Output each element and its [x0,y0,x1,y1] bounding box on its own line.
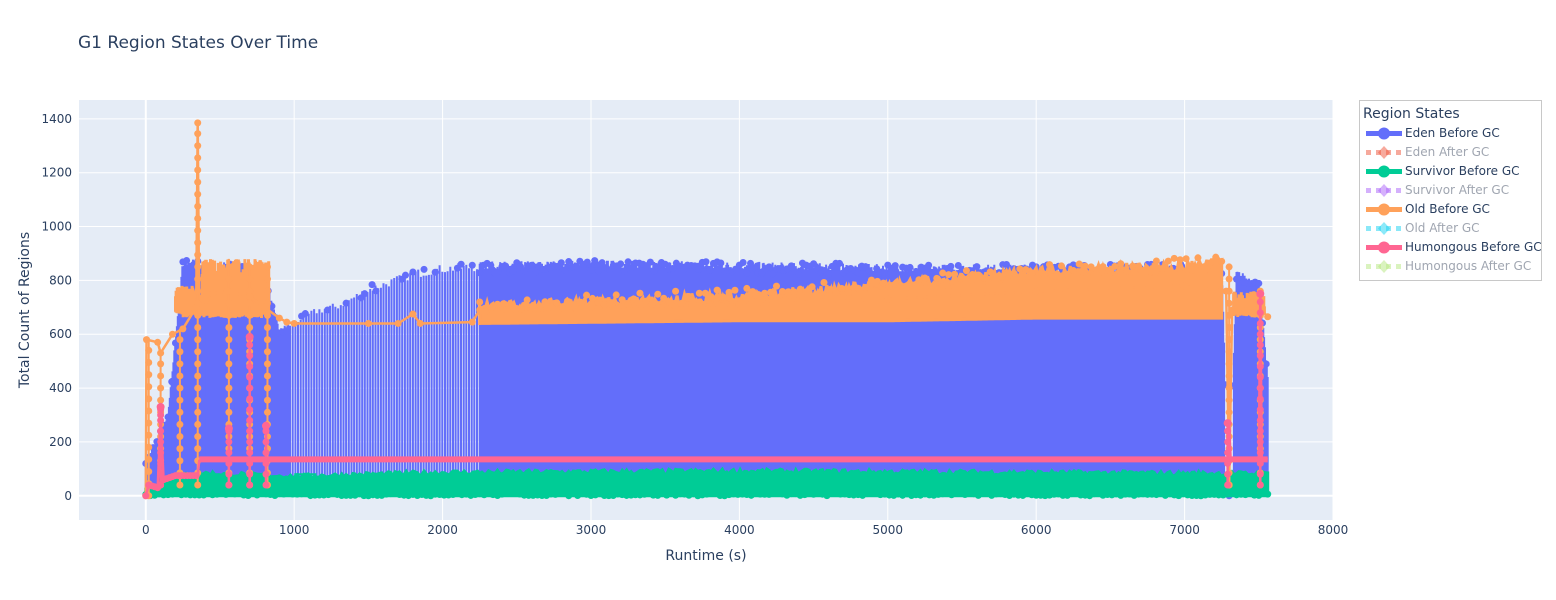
diamond-marker-icon [1366,184,1402,197]
y-tick-label: 400 [49,381,72,395]
legend-label: Eden After GC [1405,145,1490,159]
legend: Region States Eden Before GC Eden After G… [1359,100,1542,281]
y-tick-label: 200 [49,435,72,449]
legend-item-old-after-gc[interactable]: Old After GC [1360,219,1541,238]
x-axis-ticks: 0 1000 2000 3000 4000 5000 6000 7000 8000 [142,523,1348,537]
trace-humongous-before-gc[interactable] [142,289,1268,500]
circle-marker-icon [1366,165,1402,178]
legend-item-survivor-before-gc[interactable]: Survivor Before GC [1360,162,1541,181]
diamond-marker-icon [1366,222,1402,235]
legend-label: Humongous After GC [1405,259,1532,273]
legend-label: Survivor Before GC [1405,164,1520,178]
x-tick-label: 2000 [427,523,458,537]
circle-marker-icon [1366,203,1402,216]
x-tick-label: 5000 [873,523,904,537]
chart-title: G1 Region States Over Time [78,33,319,53]
legend-label: Old Before GC [1405,202,1490,216]
x-tick-label: 4000 [724,523,755,537]
y-tick-label: 1000 [41,220,72,234]
y-tick-label: 1200 [41,166,72,180]
y-tick-label: 0 [64,489,72,503]
y-tick-label: 600 [49,327,72,341]
y-axis-title: Total Count of Regions [17,232,33,389]
x-tick-label: 0 [142,523,150,537]
legend-item-eden-after-gc[interactable]: Eden After GC [1360,143,1541,162]
x-tick-label: 8000 [1318,523,1349,537]
circle-marker-icon [1366,127,1402,140]
x-axis-title: Runtime (s) [665,548,746,564]
x-tick-label: 7000 [1169,523,1200,537]
diamond-marker-icon [1366,146,1402,159]
legend-item-survivor-after-gc[interactable]: Survivor After GC [1360,181,1541,200]
legend-label: Survivor After GC [1405,183,1510,197]
trace-survivor-before-gc[interactable] [142,466,1272,500]
y-tick-label: 1400 [41,112,72,126]
legend-label: Humongous Before GC [1405,240,1542,254]
x-tick-label: 1000 [279,523,310,537]
diamond-marker-icon [1366,260,1402,273]
legend-label: Eden Before GC [1405,126,1500,140]
legend-label: Old After GC [1405,221,1480,235]
x-tick-label: 3000 [576,523,607,537]
x-tick-label: 6000 [1021,523,1052,537]
legend-item-humongous-before-gc[interactable]: Humongous Before GC [1360,238,1542,257]
legend-item-humongous-after-gc[interactable]: Humongous After GC [1360,257,1541,276]
legend-item-eden-before-gc[interactable]: Eden Before GC [1360,124,1541,143]
y-tick-label: 800 [49,273,72,287]
y-axis-ticks: 0 200 400 600 800 1000 1200 1400 [41,112,72,503]
legend-title: Region States [1363,106,1460,122]
traces [142,119,1272,500]
legend-item-old-before-gc[interactable]: Old Before GC [1360,200,1541,219]
circle-marker-icon [1366,241,1402,254]
